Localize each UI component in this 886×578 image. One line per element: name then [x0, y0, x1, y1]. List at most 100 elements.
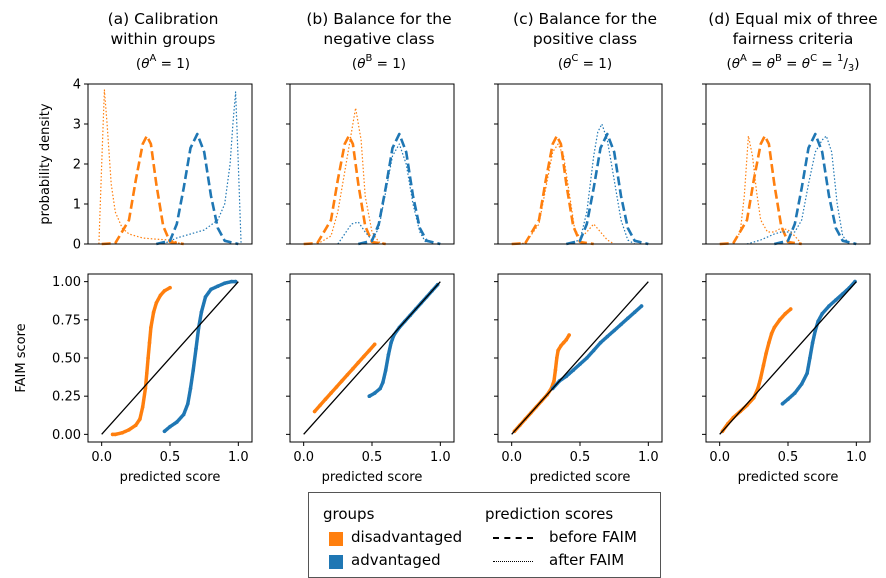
scatter-point-c-disadvantaged: [561, 340, 566, 345]
density-c-disadvantaged-before: [511, 134, 594, 246]
panel-title-b-line3: (θB = 1): [351, 53, 407, 72]
scatter-point-a-disadvantaged: [138, 417, 142, 421]
legend-groups-title: groups: [323, 505, 375, 523]
scatter-point-b-disadvantaged: [372, 342, 377, 347]
bottom-ytick-label: 0.75: [52, 313, 81, 328]
scatter-point-a-advantaged: [209, 287, 213, 292]
scatter-point-d-advantaged: [810, 340, 815, 345]
panel-title-b-line2: negative class: [323, 30, 435, 48]
density-c-advantaged-after: [566, 123, 636, 245]
legend-line-before-faim: [493, 537, 533, 539]
density-b-disadvantaged-before: [303, 134, 386, 246]
x-axis-label-c: predicted score: [530, 470, 631, 485]
identity-line-d: [719, 281, 857, 435]
density-d-disadvantaged-after: [732, 135, 803, 245]
panel-title-d-line1: (d) Equal mix of three: [708, 10, 878, 28]
top-ytick-label: 1: [73, 198, 81, 213]
panel-title-a: (a) Calibration within groups (θA = 1): [93, 9, 233, 74]
scatter-point-a-disadvantaged: [168, 285, 172, 290]
scatter-cloud-a-advantaged: [162, 279, 238, 434]
scatter-point-a-disadvantaged: [143, 386, 148, 391]
scatter-point-a-advantaged: [199, 310, 204, 315]
legend-label-disadvantaged: disadvantaged: [351, 528, 463, 546]
identity-line-a: [101, 281, 239, 435]
scatter-point-a-advantaged: [203, 295, 208, 299]
scatter-point-c-advantaged: [619, 322, 623, 327]
scatter-point-b-advantaged: [378, 386, 383, 391]
scatter-point-b-disadvantaged: [323, 397, 328, 402]
xtick-label: 0.5: [778, 450, 799, 465]
scatter-point-c-disadvantaged: [553, 368, 558, 373]
scatter-point-b-disadvantaged: [334, 385, 339, 389]
legend-swatch-disadvantaged: [329, 532, 343, 546]
scatter-point-d-disadvantaged: [772, 325, 777, 330]
panel-title-d: (d) Equal mix of three fairness criteria…: [700, 9, 886, 79]
scatter-point-b-advantaged: [367, 394, 372, 399]
top-y-axis-label: probability density: [38, 103, 53, 224]
scatter-point-a-disadvantaged: [140, 405, 145, 409]
scatter-point-c-advantaged: [564, 374, 569, 379]
scatter-point-d-disadvantaged: [783, 311, 788, 316]
scatter-point-d-disadvantaged: [778, 318, 782, 322]
xtick-label: 0.5: [362, 450, 383, 465]
scatter-point-d-disadvantaged: [767, 340, 771, 345]
scatter-point-a-disadvantaged: [158, 293, 163, 298]
scatter-point-b-disadvantaged: [329, 391, 333, 395]
xtick-label: 1.0: [228, 450, 249, 465]
scatter-point-c-disadvantaged: [555, 356, 559, 360]
scatter-point-d-disadvantaged: [758, 376, 763, 380]
scatter-cloud-b-advantaged: [367, 282, 440, 398]
density-a-advantaged-before: [156, 132, 239, 246]
density-c-disadvantaged-after: [511, 143, 615, 245]
scatter-point-c-advantaged: [626, 316, 630, 321]
legend-label-before-faim: before FAIM: [549, 528, 637, 546]
legend-swatch-advantaged: [329, 555, 343, 569]
density-d-disadvantaged-before: [719, 134, 802, 246]
scatter-point-a-disadvantaged: [151, 310, 156, 315]
scatter-point-c-disadvantaged: [564, 337, 569, 342]
scatter-point-a-disadvantaged: [162, 289, 167, 293]
identity-line-c: [511, 281, 649, 435]
xtick-label: 0.0: [709, 450, 730, 465]
scatter-point-d-advantaged: [820, 311, 824, 316]
scatter-point-a-advantaged: [188, 386, 193, 391]
scatter-point-d-advantaged: [816, 319, 820, 324]
scatter-point-d-disadvantaged: [756, 386, 760, 391]
scatter-cloud-b-disadvantaged: [312, 342, 377, 414]
scatter-point-b-disadvantaged: [356, 360, 361, 365]
scatter-point-b-advantaged: [383, 368, 388, 373]
scatter-point-d-advantaged: [813, 328, 818, 333]
scatter-point-c-advantaged: [571, 368, 575, 373]
scatter-point-a-advantaged: [191, 368, 195, 373]
scatter-point-a-disadvantaged: [120, 431, 124, 435]
scatter-point-c-disadvantaged: [556, 348, 560, 353]
scatter-point-a-disadvantaged: [110, 432, 115, 437]
scatter-point-a-disadvantaged: [145, 371, 149, 376]
scatter-point-b-disadvantaged: [345, 373, 350, 377]
bottom-y-axis-label: FAIM score: [14, 323, 29, 392]
scatter-point-d-disadvantaged: [788, 307, 793, 311]
density-a-advantaged-after: [162, 91, 242, 245]
scatter-point-d-disadvantaged: [761, 363, 766, 368]
density-a-disadvantaged-before: [101, 134, 184, 246]
scatter-point-b-advantaged: [386, 353, 391, 357]
xtick-label: 1.0: [638, 450, 659, 465]
density-a-disadvantaged-after: [98, 89, 182, 245]
scatter-point-d-advantaged: [780, 402, 785, 406]
scatter-point-d-advantaged: [786, 397, 790, 402]
panel-title-a-line2: within groups: [110, 30, 216, 48]
scatter-point-d-advantaged: [840, 292, 845, 296]
density-b-advantaged-after: [337, 143, 428, 245]
scatter-point-b-disadvantaged: [367, 348, 372, 353]
top-ytick-label: 3: [73, 118, 81, 133]
scatter-point-b-disadvantaged: [362, 354, 366, 359]
scatter-point-c-advantaged: [612, 328, 616, 333]
x-axis-label-a: predicted score: [120, 470, 221, 485]
scatter-point-a-advantaged: [186, 402, 190, 406]
scatter-point-c-advantaged: [585, 356, 589, 360]
scatter-point-b-disadvantaged: [340, 379, 344, 383]
panel-title-d-line3: (θA = θB = θC = 1/3): [726, 53, 860, 74]
scatter-point-a-disadvantaged: [113, 432, 118, 437]
xtick-label: 0.5: [160, 450, 181, 465]
legend-scores-title: prediction scores: [485, 505, 614, 523]
